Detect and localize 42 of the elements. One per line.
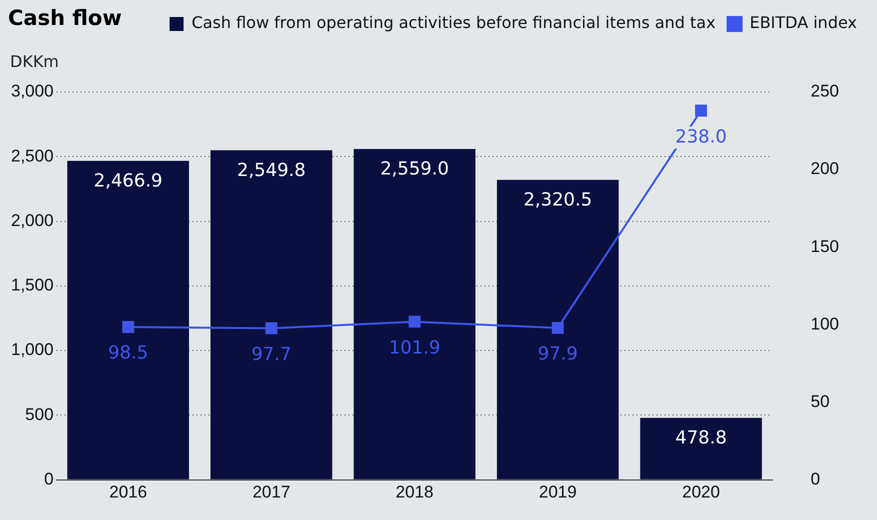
- x-tick-label: 2017: [252, 482, 290, 502]
- point: [408, 316, 421, 328]
- y-tick-label: 500: [25, 404, 54, 424]
- y-tick-label: 2,000: [10, 210, 54, 230]
- y-tick-label: 1,500: [10, 276, 54, 295]
- y-tick-label: 1,000: [10, 340, 54, 360]
- bar: [210, 150, 332, 480]
- point: [552, 322, 564, 334]
- bar: [640, 418, 762, 480]
- chart-title: Cash flow: [8, 6, 122, 30]
- y2-tick-label: 150: [810, 236, 840, 256]
- bar: [496, 180, 619, 480]
- legend-label: EBITDA index: [750, 13, 857, 32]
- y2-tick-label: 0: [810, 469, 820, 488]
- data-label: 97.7: [251, 344, 292, 365]
- data-label: 101.9: [388, 337, 440, 358]
- data-label: 2,549.8: [237, 160, 306, 181]
- bar: [354, 149, 476, 480]
- data-label: 238.0: [675, 126, 727, 148]
- data-label: 478.8: [675, 428, 727, 449]
- point: [122, 321, 134, 333]
- y2-tick-label: 50: [810, 392, 830, 411]
- y-tick-label: 0: [44, 469, 54, 488]
- data-label: 2,466.9: [94, 170, 163, 192]
- point: [695, 104, 707, 117]
- y-axis-title: DKKm: [10, 52, 59, 71]
- legend-label: Cash flow from operating activities before financial items and tax: [192, 13, 716, 32]
- x-tick-label: 2016: [109, 482, 148, 502]
- point: [265, 322, 278, 334]
- y-tick-label: 3,000: [10, 82, 54, 101]
- y2-tick-label: 100: [810, 314, 840, 334]
- data-label: 2,559.0: [380, 158, 449, 180]
- data-label: 2,320.5: [523, 190, 592, 211]
- y-tick-label: 2,500: [10, 146, 54, 166]
- x-tick-label: 2019: [538, 482, 577, 502]
- y2-tick-label: 250: [810, 82, 840, 101]
- data-label: 97.9: [538, 344, 578, 365]
- y2-tick-label: 200: [810, 159, 840, 178]
- x-tick-label: 2020: [682, 482, 720, 502]
- bar: [67, 160, 190, 480]
- data-label: 98.5: [108, 342, 148, 364]
- x-tick-label: 2018: [396, 482, 434, 502]
